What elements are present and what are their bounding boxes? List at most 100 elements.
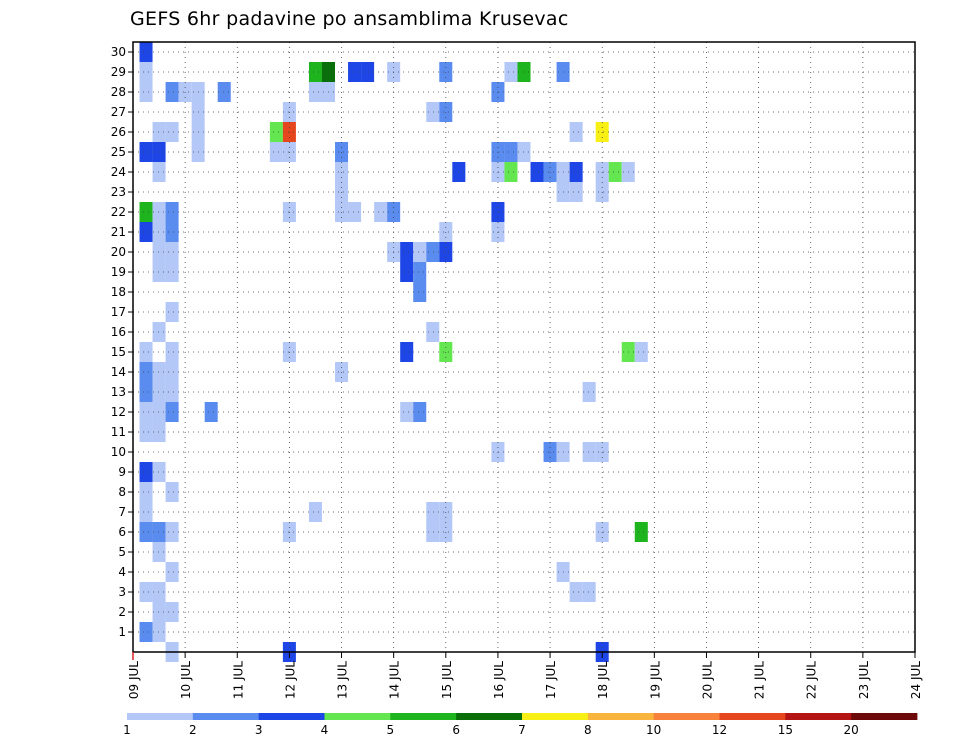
- plot-frame: [132, 41, 916, 653]
- heatmap-cell: [152, 542, 166, 562]
- heatmap-cell: [504, 142, 518, 162]
- heatmap-cell: [165, 262, 179, 282]
- heatmap-cell: [152, 242, 166, 262]
- heatmap-cell: [152, 162, 166, 182]
- heatmap-cell: [152, 262, 166, 282]
- heatmap-cell: [504, 62, 518, 82]
- legend-label: 8: [584, 723, 592, 737]
- heatmap-cell: [165, 562, 179, 582]
- heatmap-cell: [569, 582, 583, 602]
- x-tick-label: 09 JUL: [127, 661, 141, 699]
- legend-label: 15: [778, 723, 793, 737]
- heatmap-cell: [400, 402, 414, 422]
- heatmap-cell: [152, 222, 166, 242]
- y-tick-label: 27: [111, 105, 126, 119]
- legend-label: 3: [255, 723, 263, 737]
- x-tick-label: 12 JUL: [283, 661, 297, 699]
- heatmap-cell: [530, 162, 544, 182]
- heatmap-cell: [374, 202, 388, 222]
- heatmap-cell: [139, 82, 153, 102]
- legend-swatch: [192, 713, 260, 720]
- legend-swatch: [851, 713, 918, 720]
- heatmap-cell: [569, 162, 583, 182]
- legend-layer: 1 2 3 4 5 6 7 8 10 12 15 20: [123, 713, 918, 737]
- heatmap-cell: [139, 582, 153, 602]
- heatmap-cell: [139, 142, 153, 162]
- heatmap-cell: [152, 462, 166, 482]
- heatmap-cell: [426, 502, 440, 522]
- heatmap-cell: [152, 202, 166, 222]
- heatmap-cell: [400, 342, 414, 362]
- y-tick-label: 8: [118, 485, 126, 499]
- y-tick-label: 29: [111, 65, 126, 79]
- y-tick-label: 23: [111, 185, 126, 199]
- y-tick-label: 25: [111, 145, 126, 159]
- y-tick-label: 5: [118, 545, 126, 559]
- x-tick-label: 24 JUL: [909, 661, 923, 699]
- heatmap-cell: [348, 62, 362, 82]
- heatmap-cell: [152, 382, 166, 402]
- heatmap-cell: [413, 402, 427, 422]
- y-tick-label: 28: [111, 85, 126, 99]
- heatmap-cell: [165, 342, 179, 362]
- heatmap-cell: [400, 242, 414, 262]
- x-tick-label: 13 JUL: [336, 661, 350, 699]
- x-tick-label: 14 JUL: [388, 661, 402, 699]
- heatmap-cell: [582, 442, 596, 462]
- legend-label: 7: [518, 723, 526, 737]
- heatmap-cell: [139, 362, 153, 382]
- y-tick-label: 1: [118, 625, 126, 639]
- legend-swatch: [127, 713, 194, 720]
- heatmap-cell: [152, 122, 166, 142]
- y-tick-label: 30: [111, 45, 126, 59]
- heatmap-cell: [152, 402, 166, 422]
- legend-label: 6: [452, 723, 460, 737]
- heatmap-cell: [582, 382, 596, 402]
- heatmap-cell: [608, 162, 622, 182]
- heatmap-cell: [308, 62, 322, 82]
- legend-swatch: [390, 713, 457, 720]
- heatmap-cell: [139, 422, 153, 442]
- heatmap-cell: [139, 522, 153, 542]
- legend-swatch: [653, 713, 720, 720]
- heatmap-cell: [165, 242, 179, 262]
- legend-label: 10: [646, 723, 661, 737]
- heatmap-cell: [165, 202, 179, 222]
- heatmap-cell: [152, 142, 166, 162]
- heatmap-cell: [165, 382, 179, 402]
- legend-label: 1: [123, 723, 131, 737]
- heatmap-cell: [139, 502, 153, 522]
- heatmap-cell: [152, 322, 166, 342]
- heatmap-cell: [634, 342, 648, 362]
- y-tick-label: 6: [118, 525, 126, 539]
- legend-swatch: [456, 713, 523, 720]
- y-tick-label: 11: [111, 425, 126, 439]
- heatmap-cell: [413, 262, 427, 282]
- y-tick-label: 2: [118, 605, 126, 619]
- heatmap-cell: [152, 362, 166, 382]
- legend-swatch: [324, 713, 391, 720]
- heatmap-cell: [152, 422, 166, 442]
- y-tick-label: 15: [111, 345, 126, 359]
- x-tick-label: 21 JUL: [753, 661, 767, 699]
- chart-title: GEFS 6hr padavine po ansamblima Krusevac: [130, 8, 569, 30]
- heatmap-cell: [139, 382, 153, 402]
- legend-label: 20: [844, 723, 859, 737]
- legend-label: 5: [387, 723, 395, 737]
- heatmap-cell: [139, 222, 153, 242]
- heatmap-cell: [165, 402, 179, 422]
- heatmap-cell: [269, 142, 283, 162]
- legend-swatch: [522, 713, 589, 720]
- heatmap-cell: [139, 462, 153, 482]
- heatmap-cell: [152, 582, 166, 602]
- heatmap-cell: [504, 162, 518, 182]
- legend-swatch: [587, 713, 655, 720]
- heatmap-cell: [361, 62, 375, 82]
- heatmap-cell: [152, 522, 166, 542]
- y-tick-label: 17: [111, 305, 126, 319]
- y-tick-label: 21: [111, 225, 126, 239]
- heatmap-cell: [634, 522, 648, 542]
- y-tick-label: 18: [111, 285, 126, 299]
- heatmap-cell: [269, 122, 283, 142]
